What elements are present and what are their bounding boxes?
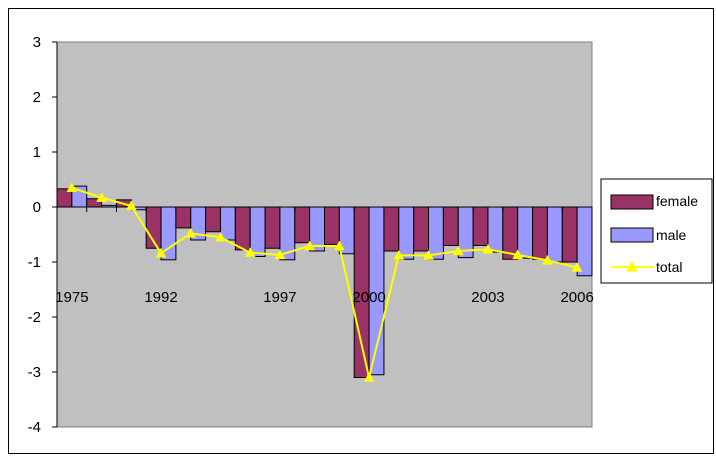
marker-total-15 (512, 249, 524, 260)
marker-total-3 (155, 247, 167, 258)
bar-female-5 (205, 206, 221, 233)
y-tick-label: 1 (33, 144, 41, 161)
bar-female-14 (472, 206, 489, 246)
x-tick-label: 1975 (55, 289, 88, 306)
x-tick-label: 1992 (144, 289, 177, 306)
y-tick-label: 0 (33, 199, 41, 216)
bar-female-13 (442, 206, 459, 246)
marker-total-2 (125, 200, 137, 211)
marker-total-7 (274, 249, 286, 260)
bar-male-5 (219, 206, 236, 241)
line-layer (66, 182, 583, 382)
y-tick-label: -3 (28, 364, 41, 381)
bar-male-8 (309, 206, 326, 252)
marker-total-0 (66, 182, 78, 192)
x-tick-label: 1997 (263, 289, 296, 306)
bar-female-8 (294, 206, 311, 244)
bar-female-17 (561, 206, 578, 263)
x-tick-label: 2003 (471, 289, 504, 306)
x-tick-label: 2006 (560, 289, 593, 306)
marker-total-6 (244, 247, 256, 257)
bar-female-12 (413, 206, 430, 252)
marker-total-9 (333, 240, 345, 251)
marker-total-13 (452, 245, 464, 256)
axis-layer: -4 -3 -2 -1 0 1 2 3 1975 1992 1997 2000 2003 2006 (28, 34, 594, 436)
marker-total-11 (393, 249, 405, 260)
marker-total-1 (96, 192, 108, 202)
x-tick-label: 2000 (352, 289, 385, 306)
marker-total-5 (215, 231, 226, 242)
bar-female-11 (383, 206, 400, 252)
marker-total-8 (304, 240, 316, 251)
bar-male-6 (249, 206, 266, 257)
bar-female-4 (175, 206, 192, 229)
y-tick-label: -2 (28, 309, 41, 326)
y-tick-label: 3 (33, 34, 41, 51)
bar-female-16 (532, 206, 548, 260)
marker-total-14 (482, 243, 494, 254)
bar-female-15 (502, 206, 519, 260)
bar-male-12 (428, 206, 444, 260)
y-tick-label: -4 (28, 419, 41, 436)
legend-label-female: female (656, 193, 698, 209)
bar-female-9 (324, 206, 340, 245)
legend-label-total: total (656, 259, 682, 275)
bar-male-15 (517, 206, 534, 259)
bar-male-16 (546, 206, 563, 263)
marker-total-17 (571, 261, 583, 272)
legend-label-male: male (656, 227, 687, 243)
legend-marker-total (626, 260, 638, 272)
bar-male-17 (576, 206, 593, 277)
marker-total-12 (423, 249, 434, 260)
bar-male-11 (398, 206, 415, 260)
bar-male-14 (487, 206, 504, 253)
y-tick-label: -1 (28, 254, 41, 271)
legend-swatch-male (610, 227, 654, 243)
marker-total-16 (541, 254, 553, 265)
marker-total-10 (363, 371, 375, 382)
bar-female-7 (264, 206, 281, 249)
marker-total-4 (185, 227, 197, 238)
y-tick-label: 2 (33, 89, 41, 106)
legend-swatch-female (610, 194, 654, 210)
series-line-total (71, 186, 578, 378)
bar-female-6 (234, 206, 251, 251)
legend: female male total (600, 178, 713, 284)
